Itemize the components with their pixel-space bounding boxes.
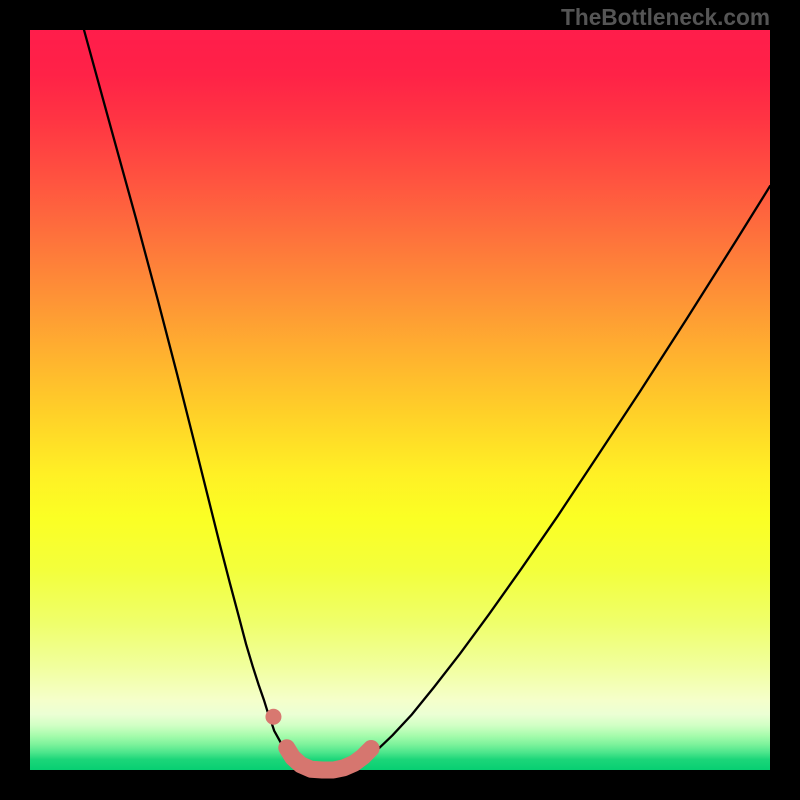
- watermark-text: TheBottleneck.com: [561, 4, 770, 31]
- bottleneck-chart: [0, 0, 800, 800]
- chart-background: [30, 30, 770, 770]
- trough-dot: [265, 709, 281, 725]
- chart-frame: TheBottleneck.com: [0, 0, 800, 800]
